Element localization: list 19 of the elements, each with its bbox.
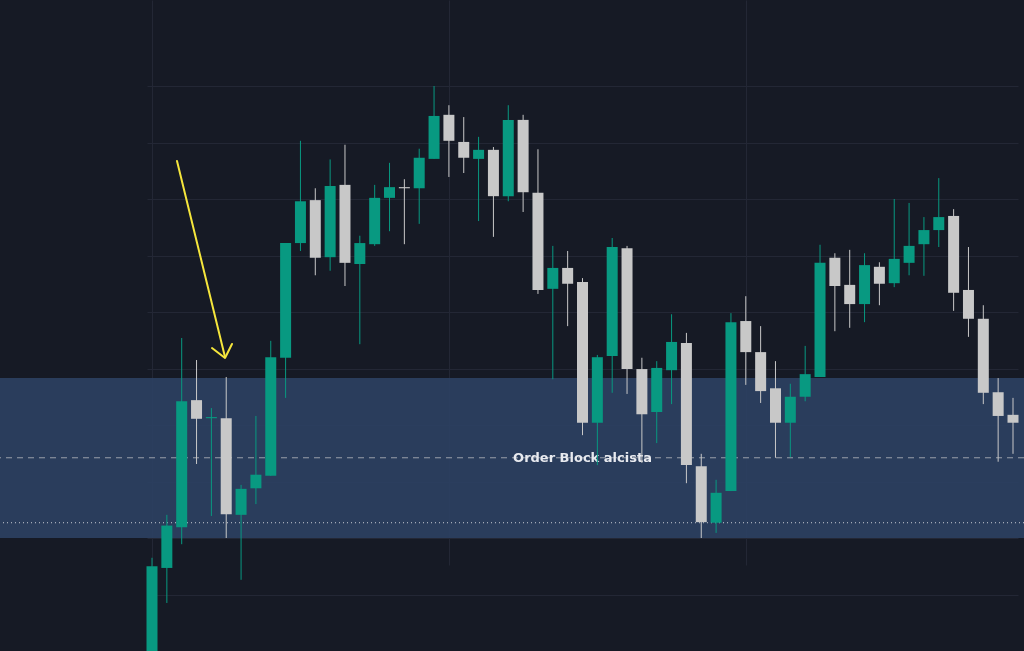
candlestick [1007,397,1019,455]
candlestick [250,415,262,505]
candlestick [354,235,366,345]
candlestick [562,250,574,327]
candlestick [473,136,485,222]
candlestick [799,345,811,402]
ref-line-label: Order Block alcista [513,449,652,465]
candlestick [844,249,856,329]
candlestick [547,245,559,380]
candlestick [458,116,470,174]
candlestick [992,377,1004,463]
candlestick [398,178,410,245]
candlestick [873,261,885,306]
candlestick [384,162,396,232]
candlestick [918,216,930,277]
candlestick [933,177,945,248]
candlestick [903,202,915,276]
candlestick [191,359,203,465]
candlestick [205,407,217,517]
